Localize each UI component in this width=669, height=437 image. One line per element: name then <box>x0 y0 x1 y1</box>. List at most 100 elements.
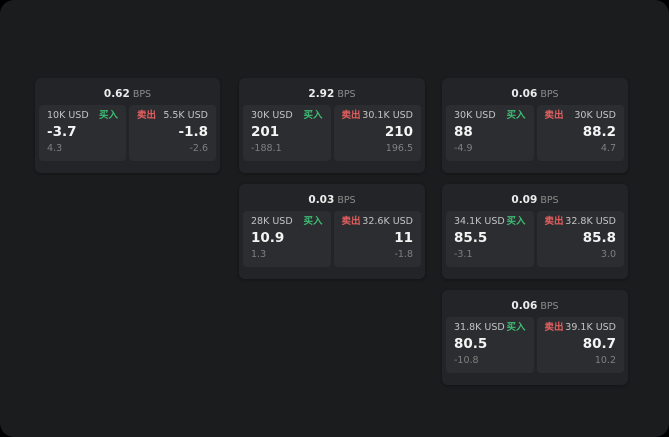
buy-change: -4.9 <box>454 143 473 155</box>
sell-panel-top: 卖出 32.6K USD <box>341 216 414 227</box>
buy-panel[interactable]: 34.1K USD 买入 85.5 -3.1 <box>446 211 534 267</box>
buy-panel[interactable]: 10K USD 买入 -3.7 4.3 <box>39 105 126 161</box>
sell-panel-top: 卖出 30.1K USD <box>341 110 414 121</box>
sell-amount: 39.1K USD <box>565 322 616 333</box>
spread-header: 0.09 BPS <box>442 184 628 211</box>
sell-button-label[interactable]: 卖出 <box>544 216 564 227</box>
spread-header: 0.03 BPS <box>239 184 425 211</box>
sell-panel-top: 卖出 5.5K USD <box>137 110 208 121</box>
sell-change: -2.6 <box>189 143 208 155</box>
buy-price: 201 <box>251 124 280 141</box>
buy-button-label[interactable]: 买入 <box>303 216 323 227</box>
sell-amount: 32.8K USD <box>565 216 616 227</box>
buy-change: -10.8 <box>454 355 479 367</box>
buy-amount: 10K USD <box>47 110 89 121</box>
sell-button-label[interactable]: 卖出 <box>341 216 361 227</box>
quote-body: 31.8K USD 买入 80.5 -10.8 卖出 39.1K USD 80.… <box>442 317 628 377</box>
buy-price: 10.9 <box>251 230 285 247</box>
buy-panel-top: 28K USD 买入 <box>251 216 323 227</box>
buy-panel[interactable]: 31.8K USD 买入 80.5 -10.8 <box>446 317 534 373</box>
buy-amount: 30K USD <box>454 110 496 121</box>
sell-panel[interactable]: 卖出 32.6K USD 11 -1.8 <box>333 211 421 267</box>
sell-amount: 30K USD <box>574 110 616 121</box>
spread-unit: BPS <box>540 89 559 100</box>
buy-button-label[interactable]: 买入 <box>98 110 118 121</box>
sell-panel-top: 卖出 39.1K USD <box>544 322 617 333</box>
buy-panel[interactable]: 30K USD 买入 88 -4.9 <box>446 105 534 161</box>
spread-value: 0.09 <box>511 194 538 206</box>
sell-button-label[interactable]: 卖出 <box>544 110 564 121</box>
spread-value: 0.06 <box>511 300 538 312</box>
sell-change: 3.0 <box>600 249 616 261</box>
buy-panel-top: 30K USD 买入 <box>454 110 526 121</box>
sell-change: -1.8 <box>394 249 413 261</box>
quote-body: 34.1K USD 买入 85.5 -3.1 卖出 32.8K USD 85.8… <box>442 211 628 271</box>
buy-panel-top: 10K USD 买入 <box>47 110 118 121</box>
sell-panel[interactable]: 卖出 39.1K USD 80.7 10.2 <box>536 317 624 373</box>
sell-change: 4.7 <box>600 143 616 155</box>
sell-amount: 30.1K USD <box>362 110 413 121</box>
sell-button-label[interactable]: 卖出 <box>341 110 361 121</box>
sell-panel-top: 卖出 30K USD <box>544 110 617 121</box>
sell-panel[interactable]: 卖出 5.5K USD -1.8 -2.6 <box>129 105 216 161</box>
sell-price: 11 <box>394 230 413 247</box>
spread-header: 0.06 BPS <box>442 290 628 317</box>
quote-body: 30K USD 买入 88 -4.9 卖出 30K USD 88.2 4.7 <box>442 105 628 165</box>
buy-change: 1.3 <box>251 249 267 261</box>
spread-value: 0.06 <box>511 88 538 100</box>
buy-price: 85.5 <box>454 230 488 247</box>
spread-unit: BPS <box>132 89 152 100</box>
sell-panel[interactable]: 卖出 30.1K USD 210 196.5 <box>333 105 421 161</box>
buy-amount: 30K USD <box>251 110 293 121</box>
quote-body: 10K USD 买入 -3.7 4.3 卖出 5.5K USD -1.8 -2.… <box>35 105 220 165</box>
buy-panel[interactable]: 28K USD 买入 10.9 1.3 <box>243 211 331 267</box>
buy-panel-top: 34.1K USD 买入 <box>454 216 526 227</box>
buy-change: 4.3 <box>47 143 63 155</box>
buy-panel-top: 31.8K USD 买入 <box>454 322 526 333</box>
sell-amount: 32.6K USD <box>362 216 413 227</box>
spread-unit: BPS <box>337 195 356 206</box>
buy-amount: 31.8K USD <box>454 322 505 333</box>
spread-unit: BPS <box>540 195 559 206</box>
buy-price: -3.7 <box>47 124 77 141</box>
sell-change: 10.2 <box>594 355 616 367</box>
sell-panel[interactable]: 卖出 32.8K USD 85.8 3.0 <box>536 211 624 267</box>
sell-button-label[interactable]: 卖出 <box>137 110 157 121</box>
buy-button-label[interactable]: 买入 <box>303 110 323 121</box>
quote-card: 0.62 BPS 10K USD 买入 -3.7 4.3 卖出 5.5K USD … <box>35 78 220 173</box>
sell-panel-top: 卖出 32.8K USD <box>544 216 617 227</box>
spread-value: 2.92 <box>308 88 335 100</box>
spread-unit: BPS <box>337 89 356 100</box>
buy-button-label[interactable]: 买入 <box>506 110 526 121</box>
quote-card: 0.09 BPS 34.1K USD 买入 85.5 -3.1 卖出 32.8K … <box>442 184 628 279</box>
spread-value: 0.62 <box>103 88 130 100</box>
sell-button-label[interactable]: 卖出 <box>544 322 564 333</box>
buy-button-label[interactable]: 买入 <box>506 216 526 227</box>
sell-panel[interactable]: 卖出 30K USD 88.2 4.7 <box>536 105 624 161</box>
buy-change: -3.1 <box>454 249 473 261</box>
sell-amount: 5.5K USD <box>163 110 208 121</box>
spread-header: 0.62 BPS <box>35 78 220 105</box>
spread-value: 0.03 <box>308 194 335 206</box>
buy-panel[interactable]: 30K USD 买入 201 -188.1 <box>243 105 331 161</box>
quote-body: 30K USD 买入 201 -188.1 卖出 30.1K USD 210 1… <box>239 105 425 165</box>
sell-price: 88.2 <box>582 124 616 141</box>
buy-price: 80.5 <box>454 336 488 353</box>
quote-card: 2.92 BPS 30K USD 买入 201 -188.1 卖出 30.1K U… <box>239 78 425 173</box>
spread-unit: BPS <box>540 301 559 312</box>
buy-panel-top: 30K USD 买入 <box>251 110 323 121</box>
sell-change: 196.5 <box>385 143 413 155</box>
buy-button-label[interactable]: 买入 <box>506 322 526 333</box>
quote-card: 0.06 BPS 30K USD 买入 88 -4.9 卖出 30K USD 88… <box>442 78 628 173</box>
sell-price: 210 <box>384 124 413 141</box>
spread-header: 2.92 BPS <box>239 78 425 105</box>
buy-price: 88 <box>454 124 473 141</box>
buy-change: -188.1 <box>251 143 282 155</box>
quote-body: 28K USD 买入 10.9 1.3 卖出 32.6K USD 11 -1.8 <box>239 211 425 271</box>
buy-amount: 28K USD <box>251 216 293 227</box>
sell-price: 80.7 <box>582 336 616 353</box>
quote-card: 0.06 BPS 31.8K USD 买入 80.5 -10.8 卖出 39.1K… <box>442 290 628 385</box>
sell-price: -1.8 <box>178 124 208 141</box>
spread-header: 0.06 BPS <box>442 78 628 105</box>
